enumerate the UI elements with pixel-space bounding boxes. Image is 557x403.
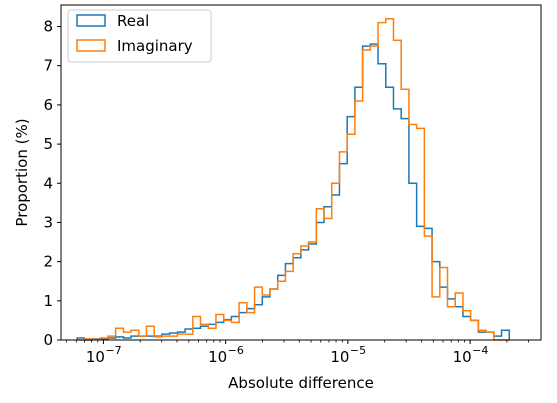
y-axis: 0 1 2 3 4 5 6 7 8 xyxy=(43,18,61,349)
legend-swatch-imaginary xyxy=(76,39,106,52)
series-layer xyxy=(76,17,511,341)
x-tick-label: 10 xyxy=(453,348,472,366)
legend-frame xyxy=(67,9,212,63)
y-axis-label: Proportion (%) xyxy=(13,118,31,226)
legend-swatch-real xyxy=(76,14,106,27)
x-tick-label: 10 xyxy=(86,348,105,366)
x-tick-exponent: −7 xyxy=(105,344,121,357)
y-tick-label: 6 xyxy=(43,96,53,114)
plot-area xyxy=(60,4,542,341)
y-tick-label: 0 xyxy=(43,331,53,349)
x-axis: 10 −7 10 −6 10 −5 10 −4 xyxy=(66,340,529,366)
y-tick-label: 3 xyxy=(43,213,53,231)
y-tick-label: 1 xyxy=(43,292,53,310)
x-tick-label: 10 xyxy=(330,348,349,366)
legend-label-imaginary: Imaginary xyxy=(117,37,193,55)
x-tick-exponent: −5 xyxy=(350,344,366,357)
series-imaginary-outline xyxy=(77,17,510,341)
series-real-outline xyxy=(76,43,511,341)
y-tick-label: 5 xyxy=(43,135,53,153)
x-axis-label: Absolute difference xyxy=(228,374,374,392)
x-tick-exponent: −4 xyxy=(472,344,488,357)
y-tick-label: 7 xyxy=(43,57,53,75)
y-tick-label: 4 xyxy=(43,174,53,192)
x-tick-exponent: −6 xyxy=(228,344,244,357)
x-tick-label: 10 xyxy=(208,348,227,366)
legend-label-real: Real xyxy=(117,12,149,30)
legend: Real Imaginary xyxy=(67,9,212,63)
y-tick-label: 8 xyxy=(43,18,53,36)
axes-frame xyxy=(60,4,542,341)
y-tick-label: 2 xyxy=(43,253,53,271)
